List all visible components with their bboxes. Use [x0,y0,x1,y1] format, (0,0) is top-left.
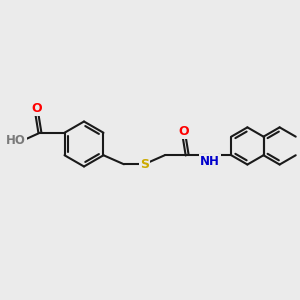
Text: O: O [32,102,42,115]
Text: O: O [179,125,190,138]
Text: S: S [140,158,149,171]
Text: HO: HO [6,134,26,147]
Text: NH: NH [200,155,220,168]
